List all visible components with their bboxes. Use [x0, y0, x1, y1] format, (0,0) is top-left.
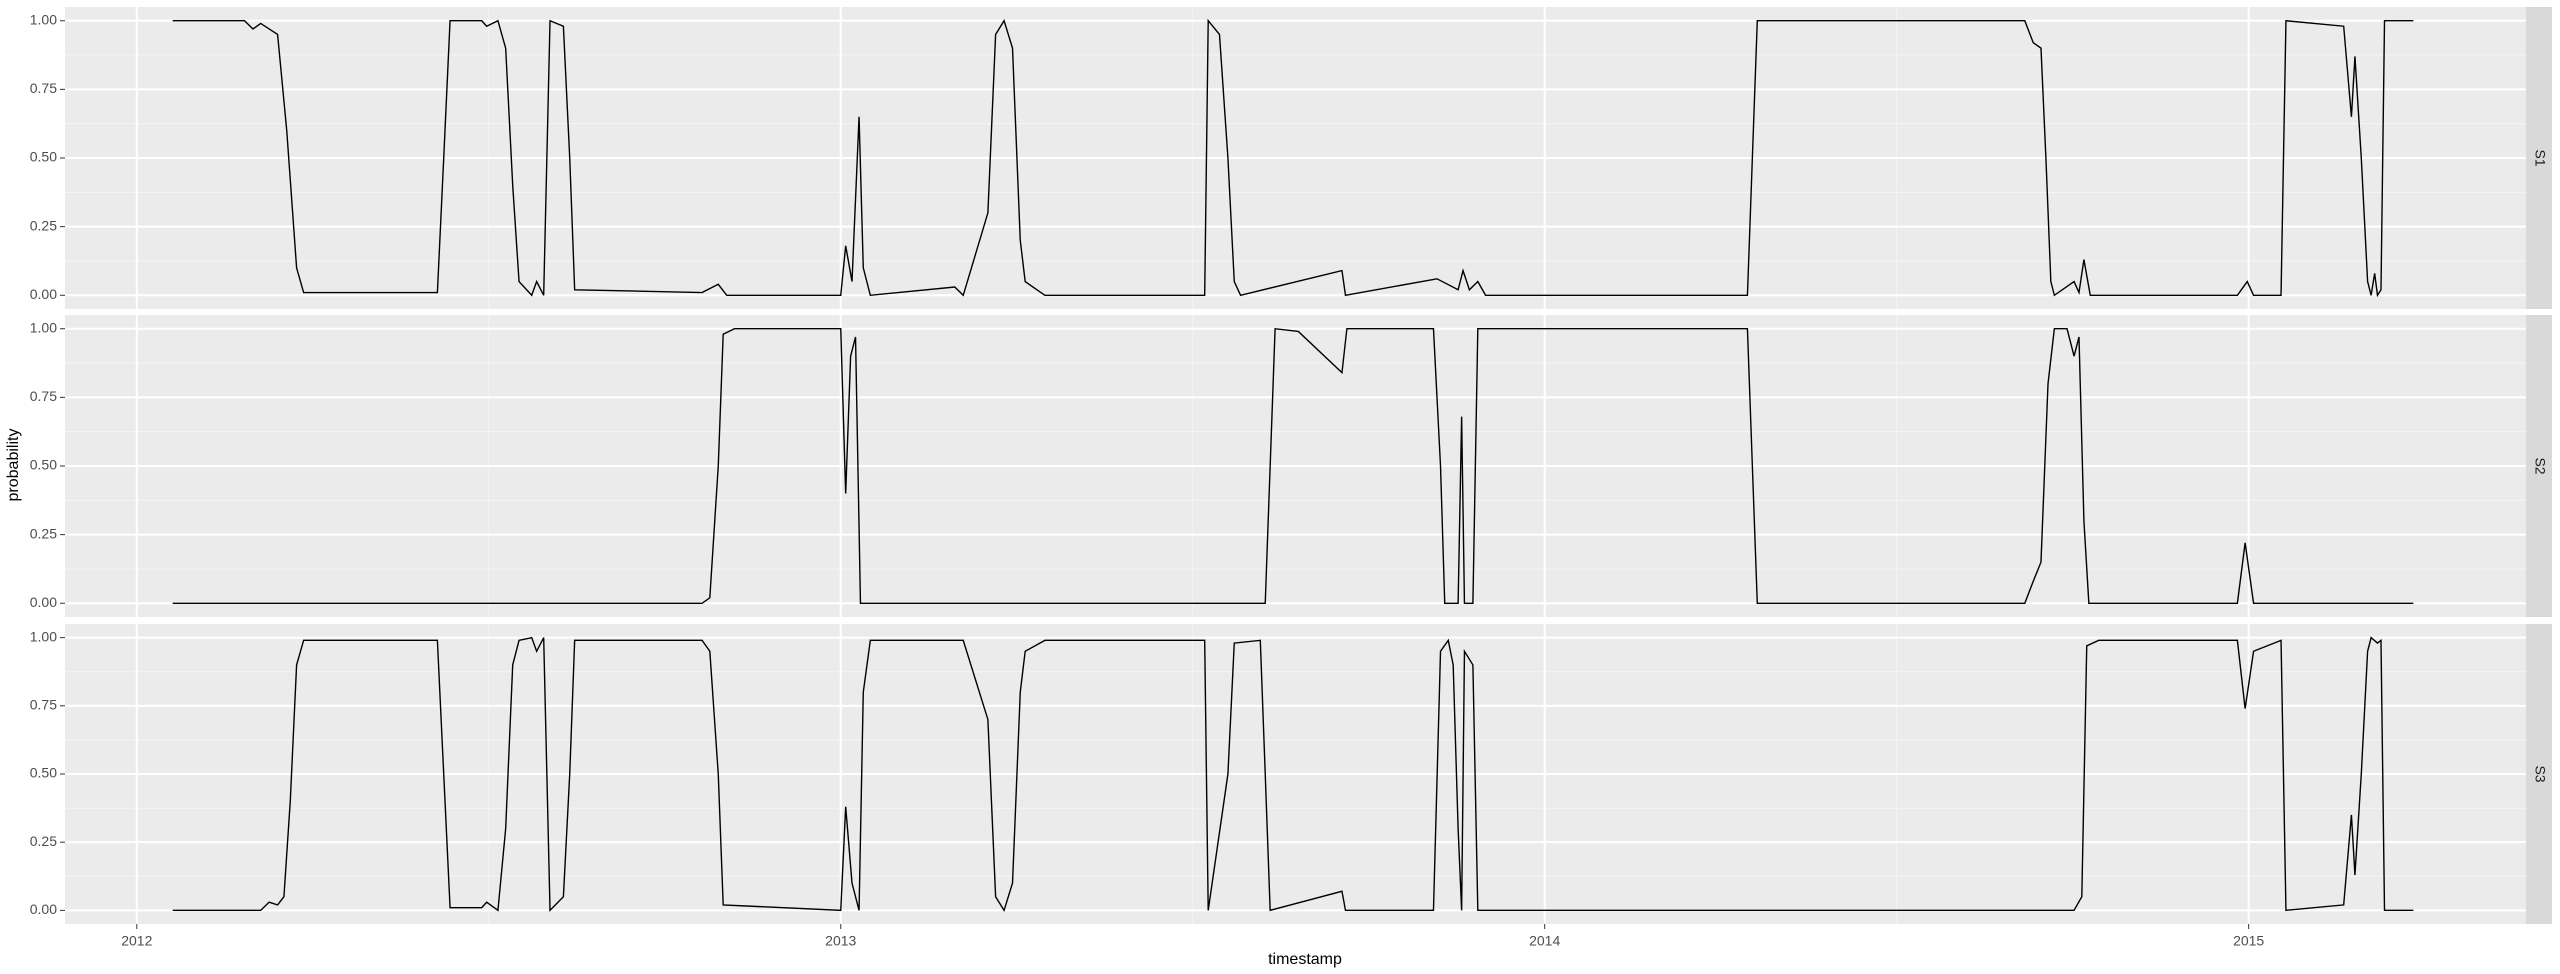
y-tick-label: 0.25: [30, 833, 57, 849]
facet-label: S2: [2532, 457, 2548, 474]
facet-label: S1: [2532, 149, 2548, 166]
series-line: [172, 18, 2414, 298]
y-tick-label: 1.00: [30, 319, 57, 335]
y-tick-label: 1.00: [30, 628, 57, 644]
y-tick-label: 0.50: [30, 765, 57, 781]
x-axis-title: timestamp: [1268, 951, 1342, 968]
y-tick-label: 0.25: [30, 217, 57, 233]
x-tick-label: 2015: [2233, 933, 2264, 949]
facet-strip: [2526, 315, 2552, 617]
y-tick-label: 1.00: [30, 11, 57, 27]
y-axis-title: probability: [5, 429, 22, 502]
series-line: [172, 327, 2414, 604]
x-tick-label: 2012: [121, 933, 152, 949]
y-tick-label: 0.00: [30, 286, 57, 302]
facet-strip: [2526, 624, 2552, 924]
y-tick-label: 0.00: [30, 594, 57, 610]
facet-strip: [2526, 7, 2552, 309]
facet-label: S3: [2532, 765, 2548, 782]
y-tick-label: 0.50: [30, 149, 57, 165]
y-tick-label: 0.25: [30, 525, 57, 541]
x-tick-label: 2014: [1529, 933, 1560, 949]
y-tick-label: 0.75: [30, 697, 57, 713]
y-tick-label: 0.75: [30, 80, 57, 96]
y-tick-label: 0.00: [30, 901, 57, 917]
y-tick-label: 0.50: [30, 457, 57, 473]
y-tick-label: 0.75: [30, 388, 57, 404]
x-tick-label: 2013: [825, 933, 856, 949]
series-line: [172, 636, 2414, 913]
